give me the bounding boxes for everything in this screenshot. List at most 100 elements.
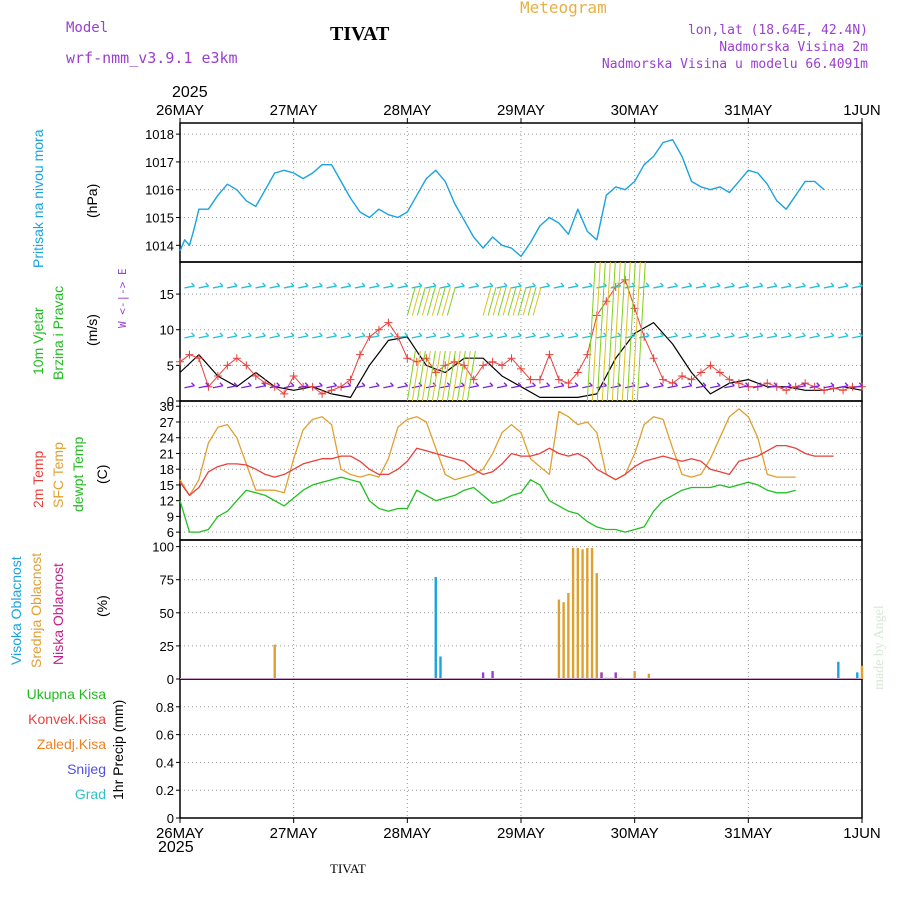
wind-barb-icon: [852, 332, 863, 339]
wind-barb-icon: [340, 282, 352, 289]
y-tick-label-cloud: 75: [160, 573, 174, 588]
wind-hatch: [406, 351, 416, 402]
sfc-temp-line: [179, 408, 796, 497]
x-tick-label-bottom: 29MAY: [497, 825, 545, 842]
legend-frozen-rain: Zaledj.Kisa: [36, 736, 106, 752]
y-tick-label-temp: 6: [167, 525, 174, 540]
wind-hatch: [436, 351, 446, 402]
wind-hatch: [411, 351, 421, 402]
wind-barb-icon: [340, 382, 352, 389]
mid-cloud-bar: [576, 547, 580, 679]
wind-speed-marker: [355, 350, 364, 359]
wind-barb-icon: [312, 382, 323, 389]
wind-barb-icon: [198, 332, 210, 339]
x-tick-label-bottom: 27MAY: [270, 825, 318, 842]
wind-barb-icon: [468, 382, 480, 389]
wind-barb-icon: [809, 332, 821, 339]
wind-barb-icon: [724, 382, 735, 389]
wind-barb-icon: [298, 282, 309, 289]
wind-barb-icon: [454, 282, 465, 289]
wind-barb-icon: [411, 282, 423, 289]
mid-cloud-bar: [633, 671, 636, 679]
wind-barb-icon: [553, 332, 565, 339]
x-tick-label-top: 1JUN: [843, 102, 881, 119]
wind-barb-icon: [795, 332, 806, 339]
wind-barb-icon: [468, 282, 480, 289]
x-tick-label-bottom: 31MAY: [724, 825, 772, 842]
wind-barb-icon: [539, 382, 551, 389]
wind-barb-icon: [681, 332, 693, 339]
wind-barb-icon: [624, 332, 636, 339]
wind-barb-icon: [198, 382, 210, 389]
wind-barb-icon: [255, 282, 266, 289]
y-tick-label-cloud: 0: [167, 672, 174, 687]
wind-barb-icon: [667, 332, 679, 339]
y-tick-label-pressure: 1015: [145, 211, 174, 226]
wind-barb-icon: [781, 332, 792, 339]
wind-hatch: [497, 286, 507, 316]
wind-barb-icon: [681, 382, 693, 389]
wind-barb-icon: [567, 332, 579, 339]
wind-barb-icon: [511, 282, 522, 289]
wind-speed-marker: [412, 357, 421, 366]
wind-barb-icon: [567, 382, 579, 389]
wind-hatch: [466, 351, 476, 402]
low-cloud-bar: [614, 672, 617, 679]
wind-barb-icon: [482, 282, 494, 289]
wind-speed-marker: [725, 375, 734, 384]
wind-speed-marker: [289, 372, 298, 381]
wind-barb-icon: [710, 382, 721, 389]
wind-speed-marker: [535, 375, 544, 384]
wind-speed-marker: [346, 375, 355, 384]
wind-barb-icon: [511, 382, 522, 389]
x-tick-label-bottom: 26MAY: [156, 825, 204, 842]
wind-barb-icon: [525, 282, 536, 289]
lonlat-text: lon,lat (18.64E, 42.4N): [687, 23, 868, 38]
legend-snow: Snijeg: [67, 761, 106, 777]
wind-speed-marker: [223, 361, 232, 370]
wind-barb-icon: [567, 282, 579, 289]
wind-barb-icon: [212, 282, 224, 289]
high-cloud-bar: [856, 672, 859, 679]
mid-cloud-bar: [860, 665, 864, 679]
wind-speed-marker: [185, 350, 194, 359]
y-tick-label-temp: 24: [160, 431, 174, 446]
wind-barb-icon: [440, 332, 451, 339]
mid-cloud-bar: [567, 592, 570, 679]
mid-cloud-bar: [571, 547, 575, 679]
wind-barb-icon: [184, 332, 195, 339]
wind-barb-icon: [241, 332, 252, 339]
wind-hatch: [411, 286, 421, 316]
wind-barb-icon: [525, 332, 536, 339]
footer-station: TIVAT: [330, 861, 366, 876]
y-tick-label-wind: 5: [167, 358, 174, 373]
y-tick-label-temp: 12: [160, 494, 174, 509]
y-tick-label-temp: 15: [160, 478, 174, 493]
wind-hatch: [601, 261, 611, 402]
wind-barb-icon: [354, 332, 366, 339]
wind-speed-marker: [687, 375, 696, 384]
wind-barb-icon: [766, 282, 778, 289]
mid-cloud-bar: [590, 547, 594, 679]
wind-barb-icon: [326, 282, 338, 289]
wind-barb-icon: [781, 282, 792, 289]
wind-barb-icon: [383, 282, 394, 289]
wind-hatch: [416, 286, 426, 316]
wind-barb-icon: [738, 382, 750, 389]
wind-barb-icon: [582, 282, 593, 289]
wind-barb-icon: [184, 382, 195, 389]
wind-barb-icon: [241, 282, 252, 289]
wind-barb-icon: [766, 382, 778, 389]
wind-hatch: [421, 351, 431, 402]
legend-total-rain: Ukupna Kisa: [26, 686, 106, 702]
wind-speed-marker: [403, 354, 412, 363]
wind-barb-icon: [312, 332, 323, 339]
wind-hatch: [446, 351, 456, 402]
wind-hatch: [487, 286, 497, 316]
year-bottom: 2025: [158, 839, 194, 856]
wind-barb-icon: [553, 282, 565, 289]
wind-barb-icon: [212, 382, 224, 389]
legend-convective-rain: Konvek.Kisa: [28, 711, 106, 727]
wind-barb-icon: [226, 332, 238, 339]
wind-barb-icon: [852, 282, 863, 289]
